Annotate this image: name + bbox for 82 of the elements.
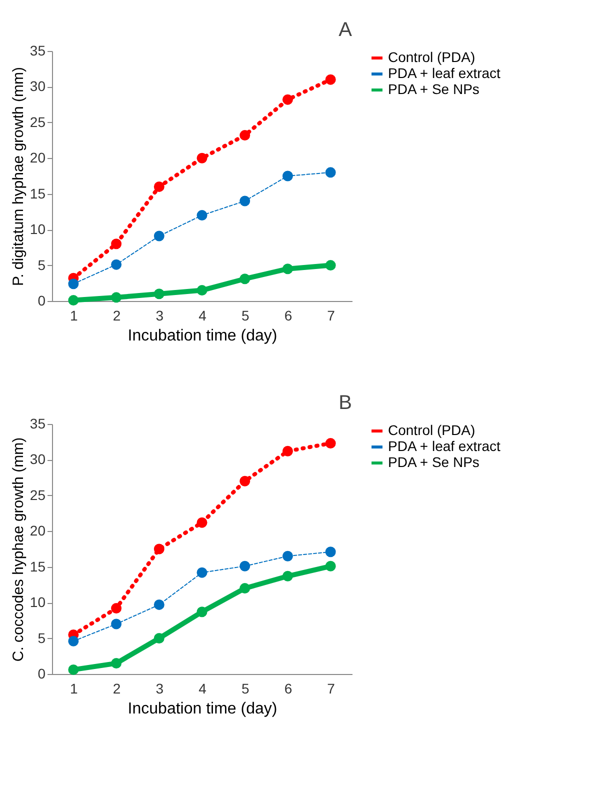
point [111, 238, 122, 250]
y-tick-label: 15 [30, 558, 46, 574]
y-axis-title: C. coccodes hyphae growth (mm) [10, 437, 27, 662]
chart-title: A [338, 19, 353, 41]
point [154, 599, 164, 610]
point [240, 476, 250, 486]
point [282, 264, 293, 274]
y-tick-label: 15 [30, 185, 46, 202]
point [196, 606, 208, 618]
x-tick-label: 5 [241, 680, 250, 696]
point [111, 618, 122, 630]
point [196, 152, 208, 164]
point [325, 260, 336, 271]
legend-label: PDA + leaf extract [388, 438, 501, 454]
y-tick-label: 20 [30, 522, 46, 539]
x-tick-label: 3 [156, 308, 164, 324]
y-tick-label: 5 [38, 630, 46, 646]
x-tick-label: 5 [241, 308, 250, 324]
y-tick-label: 0 [38, 666, 46, 682]
point [282, 550, 293, 562]
x-tick-label: 4 [198, 308, 207, 324]
point [154, 633, 164, 644]
x-axis-title: Incubation time (day) [128, 700, 278, 718]
point [240, 130, 250, 141]
x-tick-label: 7 [327, 680, 336, 696]
point [240, 583, 250, 594]
point [196, 210, 208, 221]
x-tick-label: 6 [284, 308, 292, 324]
y-tick-label: 30 [30, 451, 46, 468]
point [325, 167, 336, 178]
legend-label: Control (PDA) [388, 422, 476, 438]
point [325, 560, 336, 572]
point [68, 636, 79, 646]
legend-label: Control (PDA) [388, 49, 476, 65]
point [282, 570, 293, 582]
point [325, 438, 336, 449]
point [325, 74, 336, 85]
x-tick-label: 7 [327, 308, 336, 324]
y-tick-label: 35 [30, 42, 46, 58]
point [282, 94, 293, 105]
point [240, 274, 250, 284]
point [282, 446, 293, 456]
x-axis-title: Incubation time (day) [128, 328, 278, 344]
x-tick-label: 3 [156, 680, 164, 696]
point [196, 567, 208, 578]
y-tick-label: 30 [30, 78, 46, 94]
legend-label: PDA + leaf extract [388, 65, 501, 81]
point [154, 230, 164, 242]
point [240, 560, 250, 572]
point [68, 295, 79, 306]
y-tick-label: 5 [38, 256, 46, 273]
x-tick-label: 4 [198, 680, 207, 696]
x-tick-label: 1 [70, 308, 78, 324]
point [111, 603, 122, 614]
point [240, 196, 250, 206]
point [154, 544, 164, 554]
y-tick-label: 35 [30, 416, 46, 432]
point [111, 292, 122, 303]
point [154, 288, 164, 300]
x-tick-label: 1 [70, 680, 78, 696]
y-axis-title: P. digitatum hyphae growth (mm) [10, 67, 27, 286]
point [282, 170, 293, 182]
point [196, 517, 208, 528]
y-tick-label: 0 [38, 292, 46, 308]
point [154, 181, 164, 192]
y-tick-label: 20 [30, 150, 46, 166]
point [68, 278, 79, 290]
point [196, 285, 208, 296]
point [111, 259, 122, 270]
y-tick-label: 25 [30, 114, 46, 130]
legend-label: PDA + Se NPs [388, 454, 480, 470]
chart-title: B [338, 392, 352, 414]
x-tick-label: 2 [112, 680, 121, 696]
y-tick-label: 10 [30, 221, 46, 238]
x-tick-label: 6 [284, 680, 292, 696]
y-tick-label: 10 [30, 594, 46, 610]
x-tick-label: 2 [112, 308, 121, 324]
y-tick-label: 25 [30, 486, 46, 503]
legend-label: PDA + Se NPs [388, 81, 480, 97]
point [325, 546, 336, 558]
point [68, 664, 79, 675]
point [111, 658, 122, 669]
